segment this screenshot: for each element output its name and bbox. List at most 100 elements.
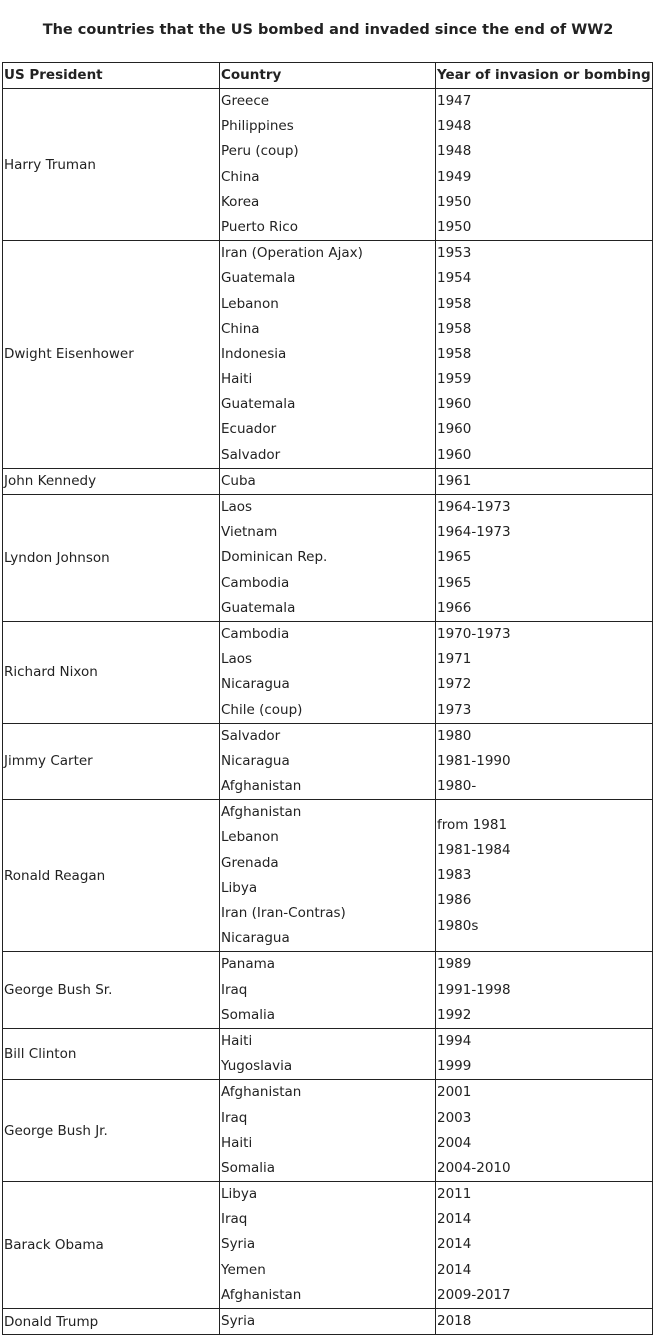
year-value: 1950 [437, 193, 472, 210]
year-value: 1949 [437, 168, 472, 185]
country-name: Libya [221, 879, 258, 896]
president-cell: Dwight Eisenhower [3, 241, 220, 468]
year-value: 1950 [437, 218, 472, 235]
country-name: Chile (coup) [221, 701, 303, 718]
country-name: Vietnam [221, 524, 278, 541]
year-value: 1964-1973 [437, 524, 511, 541]
country-name: Greece [221, 93, 270, 109]
country-name: Iraq [221, 1211, 248, 1228]
year-value: 1980- [437, 778, 477, 795]
header-country: Country [220, 63, 436, 88]
year-value: 1965 [437, 574, 472, 591]
year-value: 2014 [437, 1236, 472, 1253]
year-value: 1980 [437, 727, 472, 744]
country-name: Nicaragua [221, 752, 290, 769]
country-name: Nicaragua [221, 930, 290, 947]
country-cell: Afghanistan Lebanon Grenada Libya Iran (Iran… [220, 800, 436, 952]
year-value: 1954 [437, 270, 472, 287]
table-row: Barack Obama Libya Iraq Syria Yemen Afghanist… [3, 1181, 652, 1308]
country-name: Afghanistan [221, 804, 302, 821]
year-cell: from 1981 1981-1984 1983 1986 1980s [436, 800, 652, 951]
president-cell: Barack Obama [3, 1182, 220, 1308]
year-value: 1965 [437, 549, 472, 566]
year-cell: 2001 2003 2004 2004-2010 [436, 1080, 652, 1181]
table-row: Jimmy Carter Salvador Nicaragua Afghanistan… [3, 722, 652, 800]
year-cell: 1961 [436, 469, 652, 494]
country-name: Salvador [221, 446, 281, 463]
year-cell: 2018 [436, 1309, 652, 1334]
year-value: 1989 [437, 956, 472, 973]
country-name: Libya [221, 1186, 258, 1203]
table-row: Dwight Eisenhower Iran (Operation Ajax) Gu… [3, 240, 652, 468]
country-name: Iraq [221, 1109, 248, 1126]
country-cell: Cuba [220, 468, 436, 494]
year-value: 1991-1998 [437, 981, 511, 998]
country-name: Indonesia [221, 345, 287, 362]
country-name: China [221, 168, 260, 185]
year-value: 1958 [437, 320, 472, 337]
year-value: 2011 [437, 1186, 472, 1203]
table-row: Bill Clinton Haiti Yugoslavia 1994 1999 [3, 1027, 652, 1080]
country-name: Yemen [221, 1261, 266, 1278]
year-value: 1953 [437, 245, 472, 262]
table-row: Donald Trump Syria 2018 [3, 1308, 652, 1335]
year-cell: 1964-1973 1964-1973 1965 1965 1966 [436, 495, 652, 621]
year-value: 1948 [437, 143, 472, 160]
country-name: Yugoslavia [221, 1058, 293, 1075]
country-name: Peru (coup) [221, 143, 299, 160]
country-name: China [221, 320, 260, 337]
year-value: 2003 [437, 1109, 472, 1126]
country-cell: Iran (Operation Ajax) Guatemala Lebanon Chi… [220, 241, 436, 468]
president-cell: Harry Truman [3, 89, 220, 241]
president-cell: Ronald Reagan [3, 800, 220, 952]
country-cell: Syria [220, 1309, 436, 1335]
country-name: Iran (Iran-Contras) [221, 905, 346, 921]
country-cell: Greece Philippines Peru (coup) China Korea Pu… [220, 89, 436, 241]
country-name: Ecuador [221, 421, 277, 438]
president-cell: Jimmy Carter [3, 723, 220, 800]
year-value: 1999 [437, 1058, 472, 1075]
country-name: Puerto Rico [221, 218, 298, 235]
year-value: 1948 [437, 118, 472, 135]
year-value: 1958 [437, 345, 472, 362]
country-name: Haiti [221, 371, 253, 388]
country-cell: Salvador Nicaragua Afghanistan [220, 723, 436, 800]
year-cell: 2011 2014 2014 2014 2009-2017 [436, 1182, 652, 1308]
country-name: Korea [221, 193, 260, 210]
country-name: Afghanistan [221, 778, 302, 795]
year-value: 2014 [437, 1211, 472, 1228]
year-value: 2009-2017 [437, 1286, 511, 1303]
year-cell: 1947 1948 1948 1949 1950 1950 [436, 89, 652, 240]
year-cell: 1953 1954 1958 1958 1958 1959 1960 1960 1960 [436, 241, 652, 468]
table-row: Harry Truman Greece Philippines Peru (coup)… [3, 88, 652, 241]
year-value: 1994 [437, 1032, 472, 1049]
country-name: Laos [221, 651, 253, 668]
country-name: Guatemala [221, 599, 296, 616]
president-cell: Lyndon Johnson [3, 495, 220, 621]
country-name: Syria [221, 1236, 256, 1253]
country-name: Panama [221, 956, 276, 973]
president-cell: Richard Nixon [3, 621, 220, 723]
country-name: Cambodia [221, 625, 290, 642]
country-name: Afghanistan [221, 1084, 302, 1101]
year-value: 1958 [437, 295, 472, 312]
year-value: 1980s [437, 917, 479, 934]
year-value: 2001 [437, 1084, 472, 1101]
year-value: 2004 [437, 1134, 472, 1151]
president-cell: Donald Trump [3, 1309, 220, 1335]
year-value: 1983 [437, 867, 472, 884]
year-value: 1966 [437, 599, 472, 616]
country-name: Guatemala [221, 396, 296, 413]
year-value: 1960 [437, 421, 472, 438]
country-cell: Laos Vietnam Dominican Rep. Cambodia Guatema… [220, 495, 436, 621]
table-row: Lyndon Johnson Laos Vietnam Dominican Rep. C… [3, 494, 652, 621]
country-name: Afghanistan [221, 1286, 302, 1303]
year-value: 1981-1984 [437, 842, 511, 859]
country-name: Lebanon [221, 829, 279, 846]
country-name: Somalia [221, 1159, 276, 1176]
year-cell: 1980 1981-1990 1980- [436, 724, 652, 800]
year-value: 1981-1990 [437, 752, 511, 769]
year-value: 1964-1973 [437, 499, 511, 515]
year-value: 1972 [437, 676, 472, 693]
table-row: George Bush Sr. Panama Iraq Somalia 1989 1991… [3, 951, 652, 1028]
